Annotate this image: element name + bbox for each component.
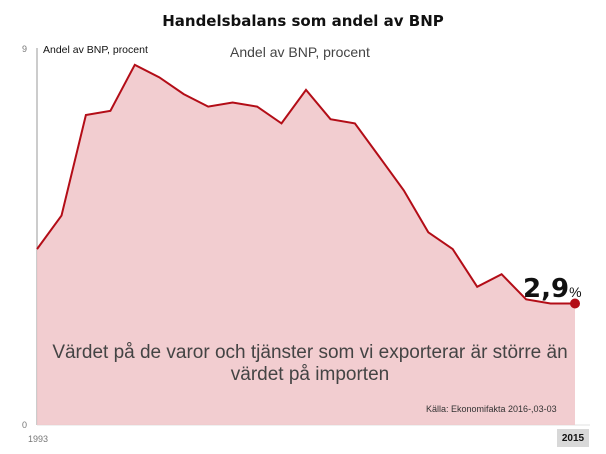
- last-value-unit: %: [569, 284, 582, 300]
- chart-subtitle: Andel av BNP, procent: [230, 44, 370, 60]
- x-tick-first: 1993: [28, 434, 49, 444]
- x-tick-last: 2015: [557, 429, 589, 447]
- chart-title: Handelsbalans som andel av BNP: [162, 12, 444, 30]
- y-tick-max: 9: [22, 44, 28, 54]
- last-point-marker: [570, 298, 580, 309]
- chart-annotation: Värdet på de varor och tjänster som vi e…: [52, 342, 568, 385]
- source-note: Källa: Ekonomifakta 2016-,03-03: [426, 404, 557, 414]
- last-value-number: 2,9: [523, 274, 570, 304]
- series-line: [36, 63, 575, 305]
- area-fill: [37, 64, 575, 426]
- y-axis-unit-label: Andel av BNP, procent: [43, 44, 148, 56]
- y-tick-min: 0: [22, 420, 28, 430]
- last-value-label: 2,9%: [523, 274, 582, 304]
